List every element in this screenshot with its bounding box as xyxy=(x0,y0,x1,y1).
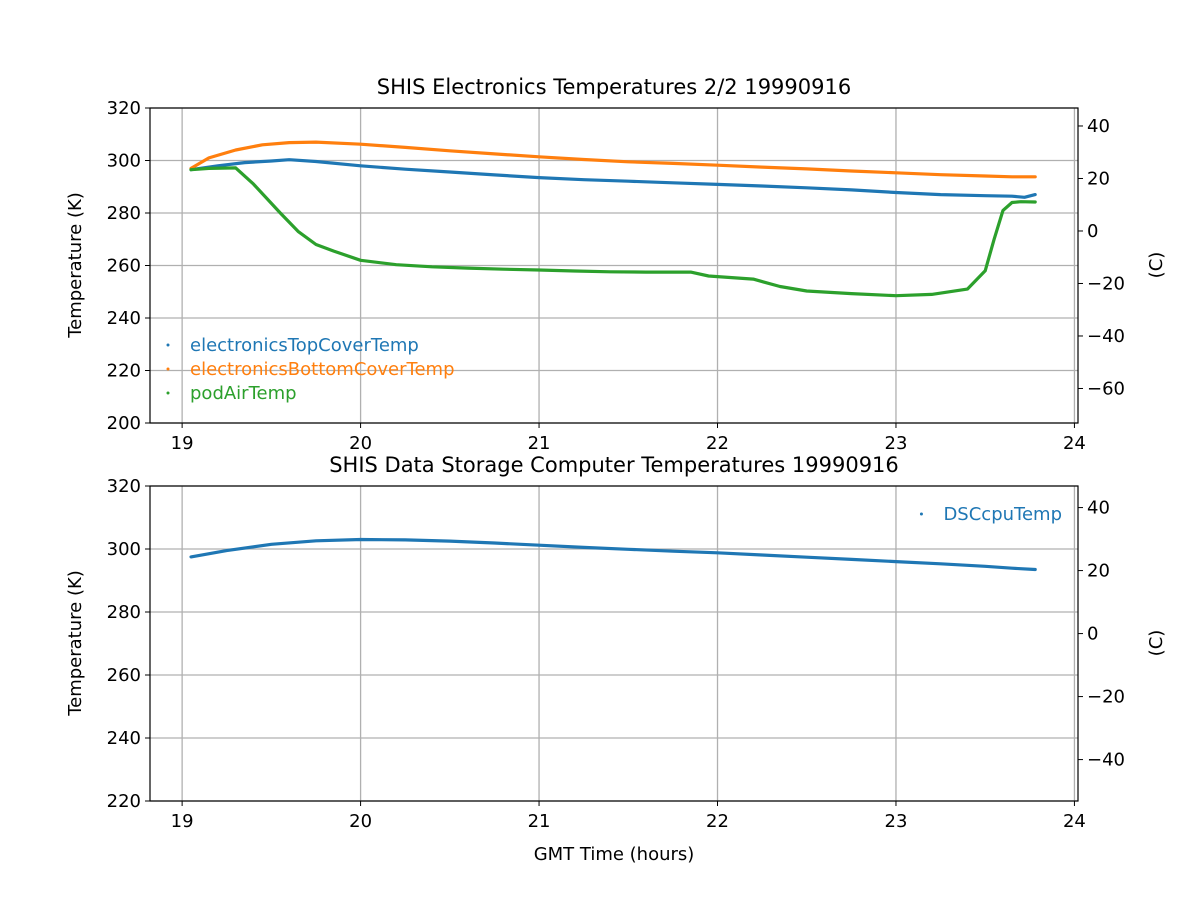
right-y-axis-ticks: −40 −20 0 20 40 xyxy=(1078,498,1125,771)
y-tick-label: 240 xyxy=(107,728,141,749)
legend-label: electronicsBottomCoverTemp xyxy=(190,359,455,380)
x-axis-label: GMT Time (hours) xyxy=(534,844,695,865)
y-tick-label: 280 xyxy=(107,203,141,224)
legend-entry: electronicsBottomCoverTemp xyxy=(166,359,455,380)
x-tick-label: 21 xyxy=(528,811,551,832)
x-tick-label: 24 xyxy=(1063,433,1086,454)
legend-label: electronicsTopCoverTemp xyxy=(190,335,419,356)
legend-entry: DSCcpuTemp xyxy=(919,504,1062,525)
x-tick-label: 23 xyxy=(885,811,908,832)
right-y-tick-label: −60 xyxy=(1087,378,1125,399)
legend: electronicsTopCoverTemp electronicsBottom… xyxy=(166,335,455,404)
electronics-temperature-panel: SHIS Electronics Temperatures 2/2 199909… xyxy=(65,75,1167,454)
series-line-electronicsTopCoverTemp xyxy=(189,158,1037,199)
x-tick-label: 19 xyxy=(171,811,194,832)
legend-marker xyxy=(166,343,170,347)
data-storage-computer-panel: SHIS Data Storage Computer Temperatures … xyxy=(65,453,1167,865)
y-tick-label: 300 xyxy=(107,539,141,560)
y-axis-label: Temperature (K) xyxy=(65,192,86,339)
x-tick-label: 19 xyxy=(171,433,194,454)
y-tick-label: 320 xyxy=(107,98,141,119)
chart-title: SHIS Data Storage Computer Temperatures … xyxy=(329,453,899,477)
y-tick-label: 320 xyxy=(107,476,141,497)
y-tick-label: 240 xyxy=(107,308,141,329)
right-y-tick-label: −40 xyxy=(1087,750,1125,771)
legend-entry: electronicsTopCoverTemp xyxy=(166,335,419,356)
series-line-DSCcpuTemp xyxy=(189,537,1037,572)
x-tick-label: 23 xyxy=(885,433,908,454)
x-tick-label: 20 xyxy=(349,811,372,832)
right-y-axis-label: (C) xyxy=(1146,630,1167,657)
series-line-podAirTemp xyxy=(189,166,1037,298)
legend-marker xyxy=(166,367,170,371)
right-y-axis-ticks: −60 −40 −20 0 20 40 xyxy=(1078,116,1125,399)
axes-frame xyxy=(149,485,1079,802)
x-tick-label: 22 xyxy=(706,811,729,832)
right-y-tick-label: −20 xyxy=(1087,273,1125,294)
x-axis-ticks: 19 20 21 22 23 24 xyxy=(171,423,1086,454)
plot-area xyxy=(189,140,1037,298)
series-line-electronicsBottomCoverTemp xyxy=(189,140,1037,179)
y-axis-label: Temperature (K) xyxy=(65,570,86,717)
y-axis-ticks: 200 220 240 260 280 300 320 xyxy=(107,98,150,434)
legend-label: podAirTemp xyxy=(190,383,297,404)
y-axis-ticks: 220 240 260 280 300 320 xyxy=(107,476,150,812)
y-tick-label: 200 xyxy=(107,413,141,434)
right-y-tick-label: 20 xyxy=(1087,168,1110,189)
y-tick-label: 300 xyxy=(107,151,141,172)
x-tick-label: 24 xyxy=(1063,811,1086,832)
y-tick-label: 220 xyxy=(107,791,141,812)
x-tick-label: 21 xyxy=(528,433,551,454)
right-y-axis-label: (C) xyxy=(1146,252,1167,279)
right-y-tick-label: −20 xyxy=(1087,687,1125,708)
plot-area xyxy=(189,537,1037,572)
y-tick-label: 260 xyxy=(107,256,141,277)
legend-label: DSCcpuTemp xyxy=(943,504,1062,525)
x-axis-ticks: 19 20 21 22 23 24 xyxy=(171,801,1086,832)
right-y-tick-label: 0 xyxy=(1087,221,1098,242)
x-tick-label: 22 xyxy=(706,433,729,454)
right-y-tick-label: 40 xyxy=(1087,498,1110,519)
right-y-tick-label: 40 xyxy=(1087,116,1110,137)
y-tick-label: 280 xyxy=(107,602,141,623)
right-y-tick-label: 0 xyxy=(1087,624,1098,645)
y-tick-label: 220 xyxy=(107,361,141,382)
chart-title: SHIS Electronics Temperatures 2/2 199909… xyxy=(377,75,851,99)
legend-marker xyxy=(919,512,923,516)
legend: DSCcpuTemp xyxy=(919,504,1062,525)
right-y-tick-label: 20 xyxy=(1087,561,1110,582)
x-tick-label: 20 xyxy=(349,433,372,454)
legend-marker xyxy=(166,391,170,395)
y-tick-label: 260 xyxy=(107,665,141,686)
right-y-tick-label: −40 xyxy=(1087,326,1125,347)
legend-entry: podAirTemp xyxy=(166,383,297,404)
